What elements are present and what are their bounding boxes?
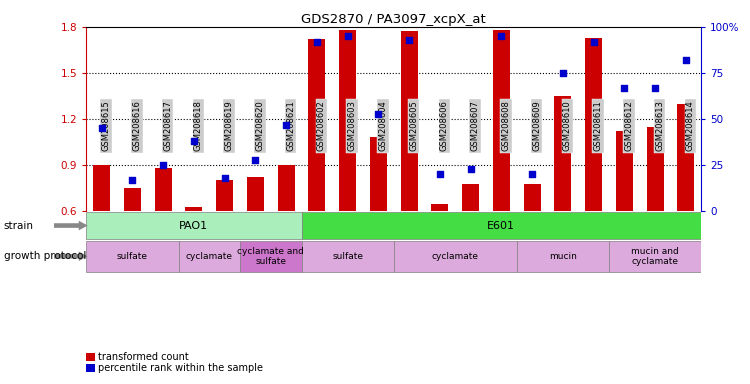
- Text: GSM208616: GSM208616: [132, 101, 141, 151]
- Bar: [216, 180, 233, 211]
- Text: GSM208609: GSM208609: [532, 101, 542, 151]
- Point: [158, 162, 170, 168]
- Bar: [493, 30, 510, 211]
- Bar: [400, 31, 418, 211]
- Bar: [124, 188, 141, 211]
- Point: [126, 177, 138, 183]
- Bar: [339, 30, 356, 211]
- Bar: [247, 177, 264, 211]
- Bar: [462, 184, 479, 211]
- Text: GSM208618: GSM208618: [194, 101, 202, 151]
- Text: strain: strain: [4, 220, 34, 230]
- Bar: [616, 131, 633, 211]
- Bar: [431, 204, 448, 211]
- Bar: [178, 240, 240, 272]
- Text: GSM208604: GSM208604: [378, 101, 387, 151]
- Text: GSM208610: GSM208610: [562, 101, 572, 151]
- Text: GSM208619: GSM208619: [225, 101, 234, 151]
- Text: GSM208605: GSM208605: [410, 101, 419, 151]
- Text: GSM208611: GSM208611: [594, 101, 603, 151]
- Text: growth protocol: growth protocol: [4, 251, 86, 261]
- Bar: [86, 240, 178, 272]
- Point: [618, 84, 630, 91]
- Bar: [554, 96, 572, 211]
- Bar: [677, 104, 694, 211]
- Text: mucin: mucin: [549, 252, 577, 261]
- Point: [219, 175, 231, 181]
- Text: GSM208608: GSM208608: [501, 101, 510, 151]
- Bar: [524, 184, 541, 211]
- Text: GSM208621: GSM208621: [286, 101, 295, 151]
- Point: [280, 121, 292, 127]
- Text: cyclamate: cyclamate: [432, 252, 478, 261]
- Point: [433, 171, 445, 177]
- Text: PAO1: PAO1: [179, 220, 209, 230]
- Bar: [370, 137, 387, 211]
- Bar: [517, 240, 609, 272]
- Text: mucin and
cyclamate: mucin and cyclamate: [632, 247, 679, 266]
- Bar: [185, 207, 202, 211]
- Text: GSM208614: GSM208614: [686, 101, 694, 151]
- Point: [372, 111, 384, 117]
- Bar: [609, 240, 701, 272]
- Point: [310, 38, 322, 45]
- Point: [649, 84, 662, 91]
- Bar: [394, 240, 517, 272]
- Point: [526, 171, 538, 177]
- Bar: [240, 240, 302, 272]
- Text: sulfate: sulfate: [117, 252, 148, 261]
- Point: [556, 70, 568, 76]
- Bar: [278, 165, 295, 211]
- Bar: [154, 168, 172, 211]
- Bar: [585, 38, 602, 211]
- Text: GSM208603: GSM208603: [347, 101, 357, 151]
- Text: percentile rank within the sample: percentile rank within the sample: [98, 363, 263, 373]
- Text: GSM208615: GSM208615: [102, 101, 111, 151]
- Point: [341, 33, 354, 39]
- Point: [495, 33, 507, 39]
- Text: GSM208602: GSM208602: [316, 101, 326, 151]
- Title: GDS2870 / PA3097_xcpX_at: GDS2870 / PA3097_xcpX_at: [302, 13, 486, 26]
- Text: GSM208620: GSM208620: [255, 101, 264, 151]
- Bar: [86, 212, 302, 239]
- Text: GSM208607: GSM208607: [471, 101, 480, 151]
- Text: cyclamate: cyclamate: [186, 252, 232, 261]
- Text: GSM208617: GSM208617: [164, 101, 172, 151]
- Text: GSM208613: GSM208613: [656, 101, 664, 151]
- Text: E601: E601: [488, 220, 515, 230]
- Point: [588, 38, 600, 45]
- Point: [464, 166, 477, 172]
- Bar: [302, 212, 701, 239]
- Text: transformed count: transformed count: [98, 352, 189, 362]
- Point: [96, 125, 108, 131]
- Point: [188, 138, 200, 144]
- Text: sulfate: sulfate: [332, 252, 363, 261]
- Bar: [646, 127, 664, 211]
- Bar: [302, 240, 394, 272]
- Text: GSM208606: GSM208606: [440, 101, 448, 151]
- Text: GSM208612: GSM208612: [624, 101, 633, 151]
- Text: cyclamate and
sulfate: cyclamate and sulfate: [237, 247, 304, 266]
- Bar: [93, 165, 110, 211]
- Point: [680, 57, 692, 63]
- Bar: [308, 39, 326, 211]
- Point: [249, 157, 261, 163]
- Point: [404, 37, 416, 43]
